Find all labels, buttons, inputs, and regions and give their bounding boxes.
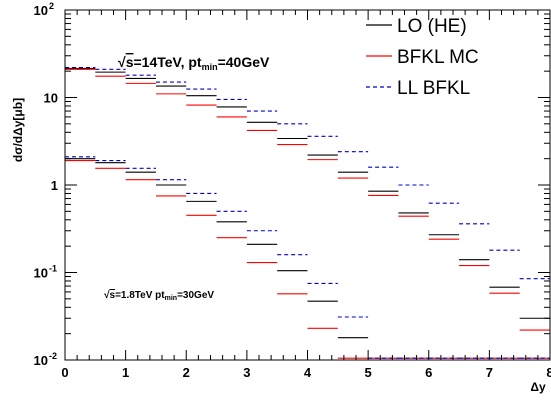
y-axis-title: dσ/dΔy[μb]	[11, 98, 25, 162]
annotation-tevatron-cut: =30GeV	[177, 290, 214, 301]
series-lhc-bfkl-mc	[65, 68, 550, 331]
x-tick-label: 7	[486, 365, 493, 380]
x-tick-label: 3	[243, 365, 250, 380]
series-layer	[65, 66, 550, 361]
x-tick-label: 4	[304, 365, 312, 380]
series-lhc-lo-he	[65, 67, 550, 319]
annotation-tevatron: √s=1.8TeV ptmin=30GeV	[104, 290, 214, 302]
svg-text:√s=14TeV, ptmin=40GeV: √s=14TeV, ptmin=40GeV	[118, 54, 270, 72]
annotation-tevatron-s: s	[110, 290, 116, 301]
x-tick-label: 0	[61, 365, 68, 380]
x-tick-label: 6	[425, 365, 432, 380]
y-tick-label: 1	[51, 178, 58, 193]
y-tick-label: 10	[34, 353, 48, 368]
y-tick-exponent: -2	[49, 351, 57, 361]
annotation-tevatron-sqrt: √	[104, 290, 110, 301]
y-tick-exponent: 2	[49, 1, 54, 11]
legend-label-bfkl-mc: BFKL MC	[397, 47, 479, 68]
annotation-tevatron-energy: =1.8TeV pt	[115, 290, 165, 301]
annotation-lhc-s: s	[126, 54, 134, 70]
svg-text:√s=1.8TeV ptmin=30GeV: √s=1.8TeV ptmin=30GeV	[104, 290, 214, 302]
series-tevatron-ll-bfkl	[65, 156, 550, 359]
legend: LO (HE) BFKL MC LL BFKL	[366, 16, 479, 99]
annotation-lhc: √s=14TeV, ptmin=40GeV	[118, 54, 270, 72]
y-tick-exponent: -1	[49, 264, 57, 274]
x-tick-label: 1	[122, 365, 129, 380]
legend-label-ll-bfkl: LL BFKL	[397, 78, 470, 99]
y-tick-label: 10	[34, 3, 48, 18]
annotation-tevatron-sub: min	[165, 295, 177, 302]
x-tick-label: 8	[546, 365, 551, 380]
annotation-lhc-cut: =40GeV	[218, 54, 270, 70]
x-tick-label: 5	[365, 365, 372, 380]
series-lhc-ll-bfkl	[65, 66, 550, 280]
annotation-lhc-sub: min	[202, 62, 218, 72]
y-tick-label: 10	[34, 266, 48, 281]
y-tick-label: 10	[44, 91, 58, 106]
x-tick-label: 2	[183, 365, 190, 380]
legend-label-lo-he: LO (HE)	[397, 16, 467, 37]
x-axis-title: Δy	[530, 380, 546, 394]
annotation-lhc-energy: =14TeV, pt	[133, 54, 201, 70]
tick-layer	[64, 9, 551, 361]
annotation-lhc-sqrt: √	[118, 54, 126, 70]
